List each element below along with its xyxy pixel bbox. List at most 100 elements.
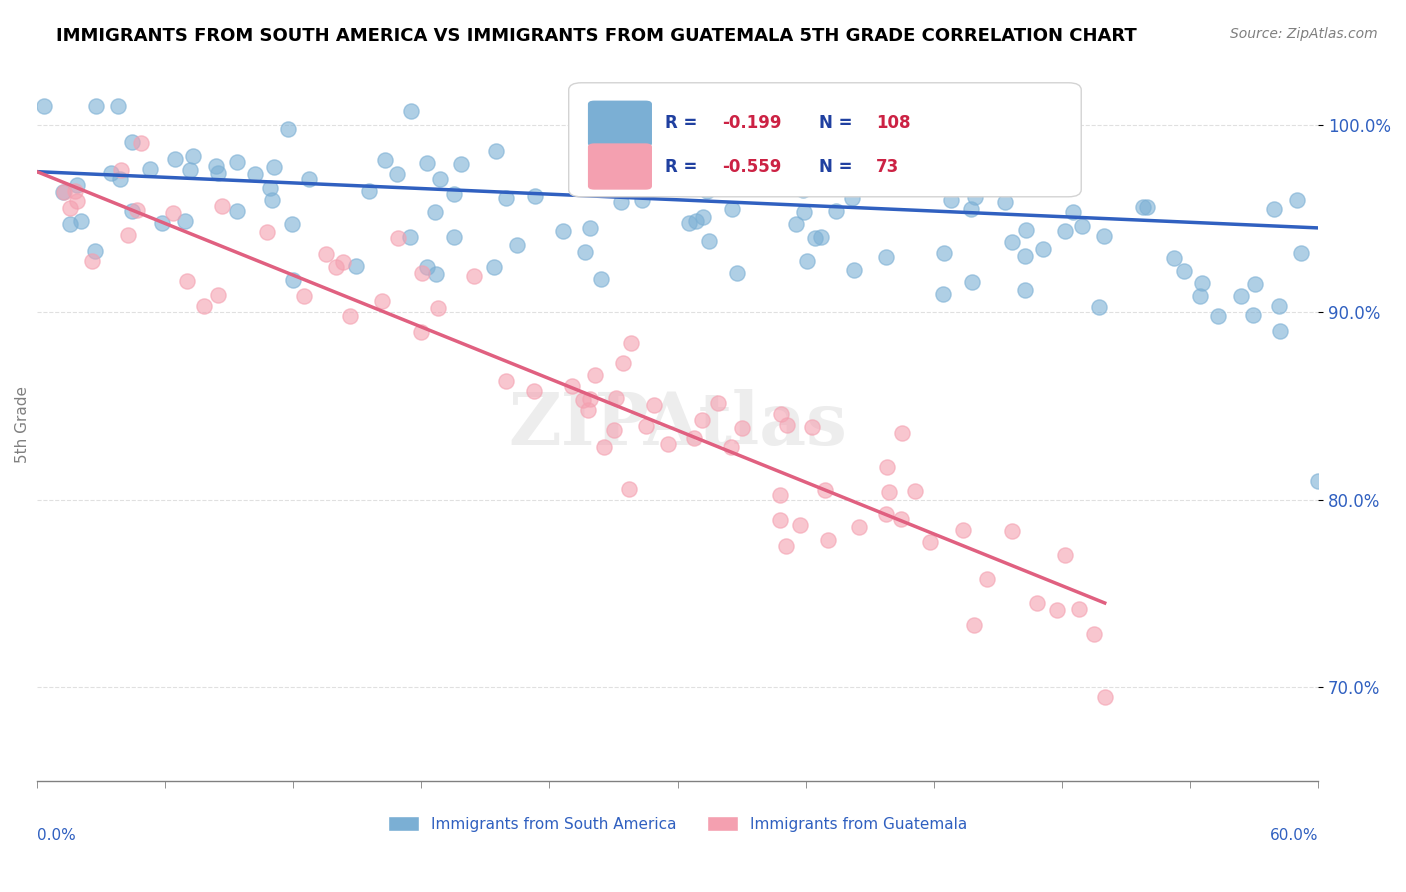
Point — [174, 214, 197, 228]
Point — [1062, 205, 1084, 219]
Point — [416, 156, 439, 170]
Point — [720, 440, 742, 454]
Point — [179, 162, 201, 177]
Y-axis label: 5th Grade: 5th Grade — [15, 386, 30, 463]
Point — [325, 260, 347, 275]
Text: 108: 108 — [876, 113, 911, 132]
Point — [603, 423, 626, 437]
Point — [745, 149, 768, 163]
FancyBboxPatch shape — [588, 101, 652, 147]
Point — [963, 618, 986, 632]
Point — [245, 167, 267, 181]
Point — [939, 193, 962, 207]
Point — [593, 440, 616, 454]
Point — [110, 162, 132, 177]
Point — [690, 412, 713, 426]
Point — [875, 507, 897, 521]
Point — [385, 167, 408, 181]
Point — [891, 425, 914, 440]
Point — [1015, 223, 1038, 237]
Point — [1014, 249, 1036, 263]
Point — [727, 266, 749, 280]
Point — [1014, 283, 1036, 297]
Point — [589, 271, 612, 285]
Point — [1132, 201, 1154, 215]
Point — [1001, 235, 1024, 250]
Point — [165, 152, 187, 166]
Point — [769, 513, 792, 527]
Point — [315, 246, 337, 260]
Point — [678, 216, 700, 230]
Point — [207, 166, 229, 180]
Point — [776, 417, 799, 432]
Point — [53, 185, 76, 199]
Point — [495, 191, 517, 205]
Point — [280, 217, 302, 231]
Point — [1136, 201, 1159, 215]
Point — [425, 205, 447, 219]
Point — [658, 99, 681, 113]
Point — [682, 431, 704, 445]
Point — [1188, 289, 1211, 303]
Point — [1001, 524, 1024, 539]
Point — [107, 99, 129, 113]
Point — [1070, 219, 1092, 233]
Point — [409, 325, 432, 339]
Point — [1229, 289, 1251, 303]
Point — [259, 181, 281, 195]
Point — [357, 184, 380, 198]
Point — [561, 378, 583, 392]
Point — [574, 244, 596, 259]
Point — [523, 384, 546, 398]
Point — [83, 244, 105, 259]
Point — [770, 408, 793, 422]
Point — [129, 136, 152, 151]
Point — [661, 108, 683, 122]
Point — [824, 203, 846, 218]
Point — [298, 172, 321, 186]
Point — [1067, 602, 1090, 616]
Point — [1053, 548, 1076, 562]
Point — [1094, 690, 1116, 704]
Point — [579, 221, 602, 235]
Point — [918, 535, 941, 549]
Point — [1291, 246, 1313, 260]
Point — [463, 269, 485, 284]
Point — [721, 202, 744, 216]
Point — [801, 419, 824, 434]
Point — [1045, 603, 1067, 617]
Point — [634, 419, 657, 434]
Point — [371, 294, 394, 309]
Point — [810, 229, 832, 244]
Text: N =: N = — [818, 158, 858, 176]
Point — [1268, 299, 1291, 313]
Point — [583, 368, 606, 383]
Point — [1083, 626, 1105, 640]
Point — [344, 259, 367, 273]
Point — [1019, 164, 1042, 178]
Point — [643, 398, 665, 412]
Point — [817, 533, 839, 547]
Point — [176, 274, 198, 288]
Point — [620, 335, 643, 350]
Point — [876, 459, 898, 474]
Point — [117, 228, 139, 243]
Point — [706, 396, 728, 410]
Point — [100, 165, 122, 179]
Point — [793, 205, 815, 219]
Point — [523, 189, 546, 203]
Point — [482, 260, 505, 274]
FancyBboxPatch shape — [588, 144, 652, 190]
Point — [631, 193, 654, 207]
Point — [387, 231, 409, 245]
Point — [443, 186, 465, 201]
Point — [960, 275, 983, 289]
Point — [731, 420, 754, 434]
Point — [110, 172, 132, 186]
Point — [139, 162, 162, 177]
Point — [576, 402, 599, 417]
Point — [1173, 263, 1195, 277]
Point — [842, 262, 865, 277]
Point — [994, 195, 1017, 210]
Point — [612, 356, 634, 370]
